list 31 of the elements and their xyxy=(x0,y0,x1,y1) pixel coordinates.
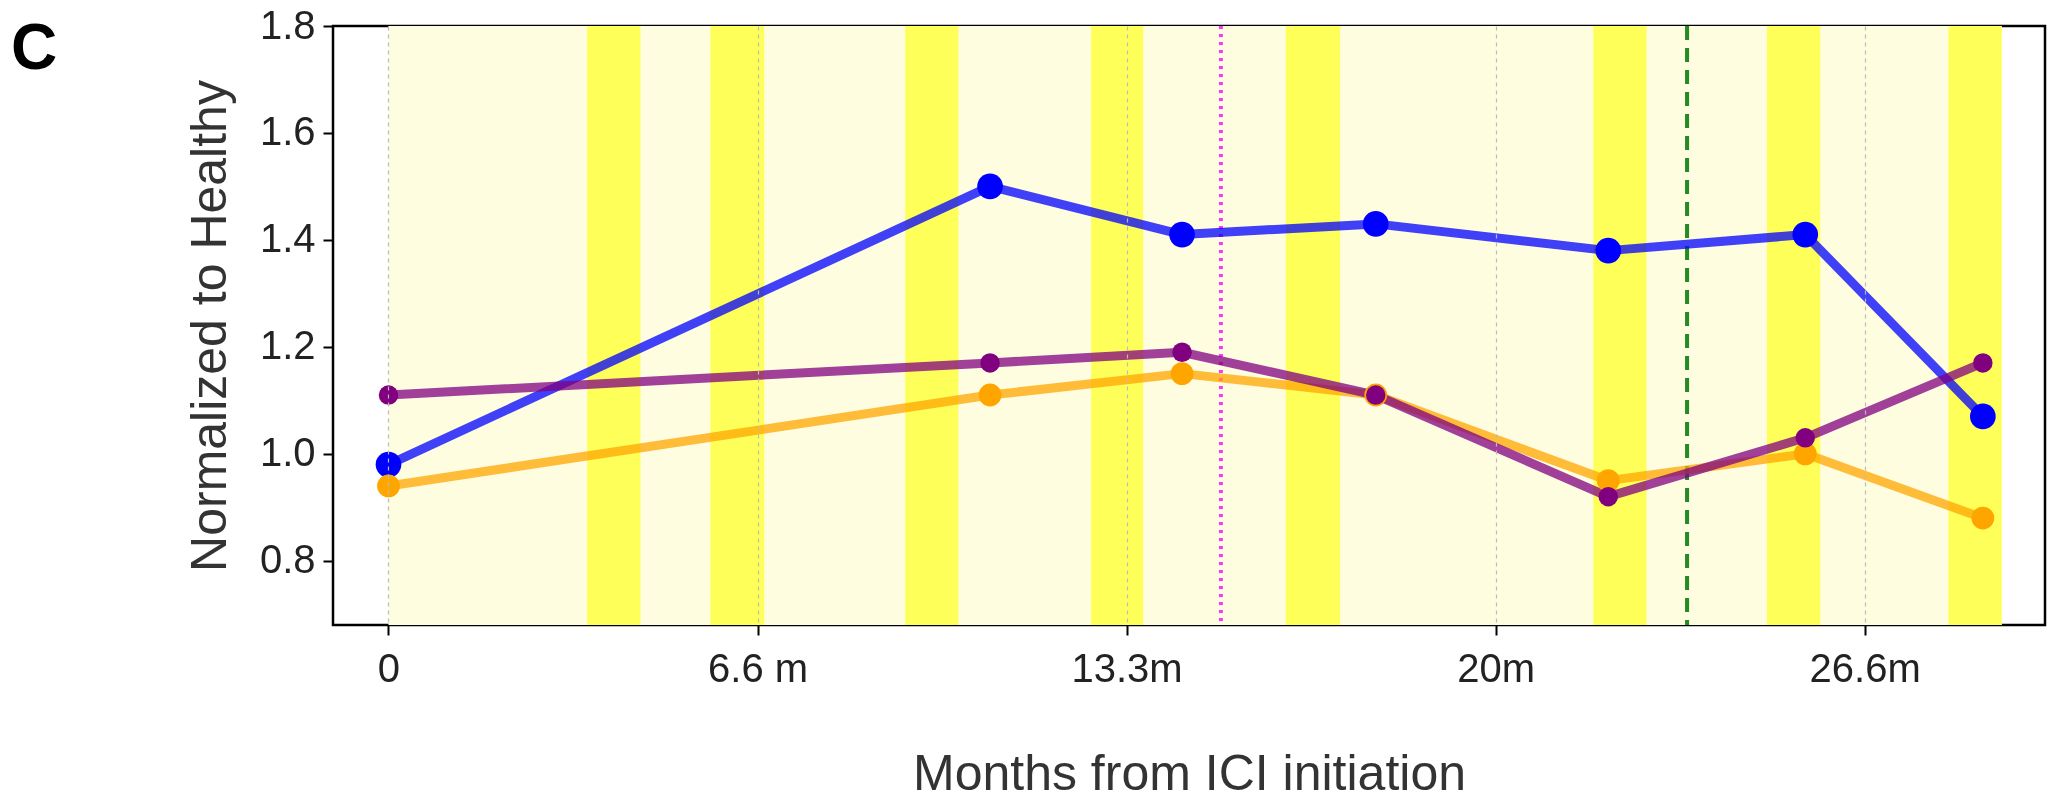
y-tick-label: 1.8 xyxy=(259,2,316,47)
point xyxy=(1971,506,1995,530)
point xyxy=(1598,486,1619,507)
point xyxy=(1362,211,1389,237)
x-tick-label: 6.6 m xyxy=(708,645,809,690)
y-tick-label: 1.2 xyxy=(259,323,316,368)
x-tick-label: 13.3m xyxy=(1071,645,1183,690)
y-tick-label: 1.0 xyxy=(259,430,316,475)
y-tick-label: 0.8 xyxy=(259,537,316,582)
point xyxy=(1973,353,1993,373)
point xyxy=(377,474,400,498)
point xyxy=(977,173,1003,200)
x-axis-title: Months from ICI initiation xyxy=(913,744,1466,801)
point xyxy=(375,451,402,478)
point xyxy=(1169,221,1195,248)
point xyxy=(378,385,399,405)
point xyxy=(1595,237,1622,264)
point xyxy=(1792,221,1819,248)
y-tick-label: 1.4 xyxy=(259,216,316,261)
point xyxy=(980,353,1000,373)
point xyxy=(1970,403,1996,430)
y-tick-label: 1.6 xyxy=(259,109,316,154)
point xyxy=(1172,342,1192,362)
text: C xyxy=(11,11,58,83)
x-tick-label: 0 xyxy=(377,645,401,690)
point xyxy=(978,383,1002,407)
x-tick-label: 26.6m xyxy=(1809,645,1921,690)
x-tick-label: 20m xyxy=(1457,645,1536,690)
point xyxy=(1170,362,1194,386)
y-axis-title: Normalized to Healthy xyxy=(180,80,237,572)
point xyxy=(1795,428,1816,448)
